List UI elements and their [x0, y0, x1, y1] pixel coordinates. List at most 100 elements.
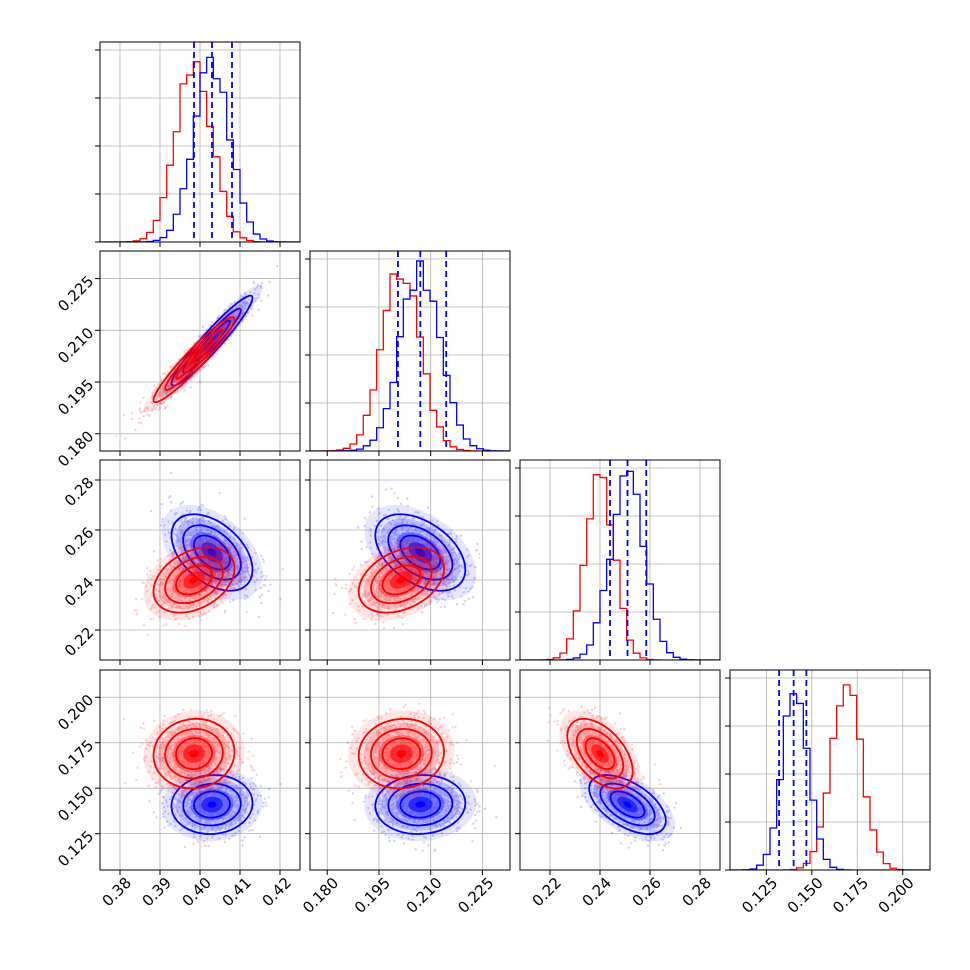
scatter-point	[228, 548, 231, 552]
scatter-point	[211, 569, 215, 572]
scatter-point	[202, 583, 205, 587]
scatter-point	[260, 571, 263, 574]
scatter-point	[204, 557, 208, 560]
scatter-point	[192, 374, 196, 378]
scatter-point	[245, 588, 248, 591]
scatter-point	[194, 545, 197, 548]
scatter-point	[173, 580, 176, 584]
scatter-point	[223, 328, 226, 332]
scatter-point	[225, 576, 229, 579]
scatter-point	[201, 557, 204, 560]
scatter-point	[241, 312, 244, 316]
scatter-point	[229, 317, 233, 320]
scatter-point	[235, 564, 238, 567]
scatter-point	[243, 299, 246, 302]
scatter-point	[201, 531, 204, 534]
scatter-point	[212, 567, 216, 570]
scatter-point	[219, 543, 222, 546]
scatter-point	[227, 320, 230, 324]
scatter-point	[158, 402, 162, 405]
scatter-point	[171, 550, 175, 554]
scatter-point	[235, 543, 239, 546]
scatter-point	[209, 540, 213, 543]
scatter-point	[213, 562, 217, 565]
scatter-point	[214, 590, 217, 594]
scatter-point	[157, 568, 160, 572]
scatter-point	[228, 600, 232, 603]
scatter-point	[212, 334, 216, 338]
scatter-point	[134, 428, 137, 432]
scatter-point	[170, 381, 173, 385]
scatter-point	[156, 559, 160, 562]
scatter-point	[234, 311, 237, 314]
scatter-point	[206, 532, 209, 536]
scatter-point	[175, 572, 179, 575]
scatter-point	[223, 326, 227, 329]
scatter-point	[215, 591, 218, 595]
scatter-point	[208, 574, 211, 578]
scatter-point	[239, 580, 243, 583]
scatter-point	[191, 570, 194, 573]
scatter-point	[231, 546, 235, 550]
scatter-point	[216, 331, 220, 335]
scatter-point	[227, 309, 230, 313]
scatter-point	[162, 595, 165, 598]
scatter-point	[218, 569, 221, 573]
scatter-point	[156, 394, 159, 398]
scatter-point	[212, 565, 215, 568]
scatter-point	[235, 582, 238, 585]
scatter-point	[218, 545, 221, 548]
scatter-point	[223, 611, 226, 614]
scatter-point	[179, 596, 182, 599]
scatter-point	[191, 569, 194, 573]
scatter-point	[241, 560, 244, 564]
scatter-point	[177, 561, 180, 564]
scatter-point	[231, 313, 235, 316]
scatter-point	[198, 540, 201, 543]
scatter-point	[177, 374, 180, 377]
scatter-point	[242, 587, 245, 590]
scatter-point	[227, 581, 230, 584]
panel-content	[133, 471, 284, 637]
scatter-point	[234, 576, 237, 579]
scatter-point	[174, 596, 177, 599]
scatter-point	[192, 546, 196, 549]
scatter-point	[213, 571, 217, 575]
y-tick-label: 0.180	[54, 427, 97, 470]
scatter-point	[160, 577, 164, 581]
scatter-point	[229, 548, 232, 552]
scatter-point	[225, 323, 229, 326]
scatter-point	[185, 539, 188, 543]
scatter-point	[150, 400, 154, 404]
scatter-point	[206, 600, 210, 603]
scatter-point	[169, 580, 172, 584]
scatter-point	[185, 509, 189, 512]
scatter-point	[241, 561, 245, 564]
scatter-point	[203, 548, 206, 552]
contour-line	[182, 307, 242, 374]
scatter-point	[162, 372, 165, 375]
scatter-point	[204, 579, 208, 583]
scatter-point	[467, 597, 471, 601]
scatter-point	[164, 602, 167, 605]
scatter-point	[163, 572, 166, 575]
scatter-point	[235, 310, 238, 314]
scatter-point	[205, 567, 208, 570]
scatter-point	[152, 405, 156, 408]
scatter-point	[238, 550, 242, 553]
scatter-point	[176, 380, 179, 383]
scatter-point	[215, 592, 219, 596]
scatter-point	[249, 307, 252, 310]
scatter-point	[393, 536, 397, 539]
scatter-point	[235, 558, 239, 562]
scatter-point	[213, 574, 216, 578]
scatter-point	[149, 617, 152, 621]
scatter-point	[171, 587, 174, 591]
scatter-point	[279, 597, 282, 601]
scatter-point	[151, 408, 154, 411]
scatter-point	[206, 364, 210, 367]
scatter-point	[208, 571, 211, 575]
scatter-point	[191, 560, 195, 563]
scatter-point	[170, 576, 173, 579]
scatter-point	[211, 562, 214, 566]
